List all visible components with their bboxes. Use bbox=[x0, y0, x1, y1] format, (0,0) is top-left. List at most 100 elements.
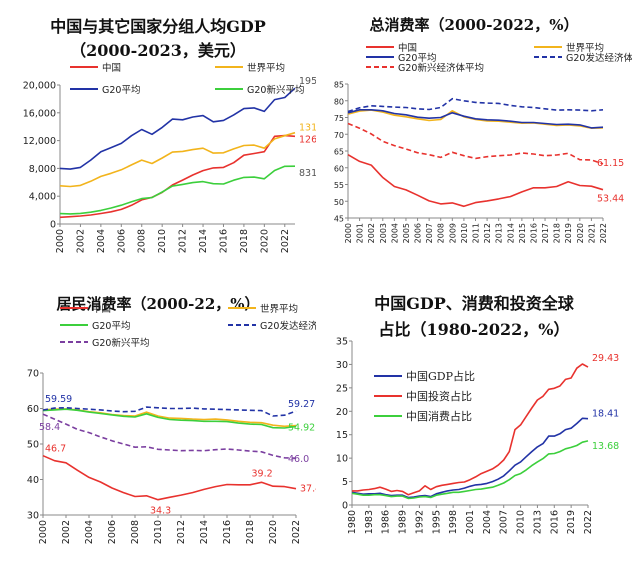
legend-item: G20平均 bbox=[70, 84, 140, 96]
y-tick-label: 16,000 bbox=[23, 108, 56, 119]
x-tick-label: 2018 bbox=[553, 223, 562, 243]
chart-title: 居民消费率（2000-22，%） bbox=[56, 295, 259, 313]
y-tick-label: 45 bbox=[334, 215, 344, 224]
series-line-3 bbox=[59, 165, 296, 215]
legend-label: 世界平均 bbox=[247, 62, 285, 74]
legend-item: 中国投资占比 bbox=[374, 389, 472, 403]
legend-item: 中国消费占比 bbox=[374, 409, 472, 423]
y-tick-label: 15 bbox=[336, 430, 348, 441]
legend-item: G20新兴平均 bbox=[215, 84, 304, 96]
y-tick-label: 20,000 bbox=[23, 81, 56, 92]
x-tick-label: 2016 bbox=[529, 223, 538, 243]
series-line-1 bbox=[59, 131, 296, 188]
x-tick-label: 2013 bbox=[532, 510, 543, 534]
series-line-0 bbox=[42, 454, 297, 501]
legend-label: 中国 bbox=[102, 62, 121, 74]
chart-panel-household-consumption: 居民消费率（2000-22，%） 30 40 50 60 70 2000 2002 2004 20… bbox=[0, 283, 346, 565]
y-tick-label: 60 bbox=[27, 404, 39, 415]
x-tick-label: 2000 bbox=[344, 223, 353, 243]
x-tick-label: 2003 bbox=[379, 223, 388, 243]
x-tick-label: 2019 bbox=[564, 223, 573, 243]
series-line-0 bbox=[59, 134, 296, 219]
x-tick-label: 2004 bbox=[96, 229, 107, 253]
x-tick-label: 2006 bbox=[116, 229, 127, 253]
series-line-3 bbox=[347, 97, 604, 113]
y-tick-label: 85 bbox=[334, 81, 344, 90]
y-tick-label: 55 bbox=[334, 181, 344, 190]
x-tick-label: 2011 bbox=[472, 223, 481, 243]
y-tick-label: 0 bbox=[50, 220, 56, 231]
legend-item: 中国 bbox=[70, 62, 121, 74]
x-tick-label: 2000 bbox=[38, 520, 49, 544]
chart-subtitle: （2000-2023，美元） bbox=[70, 41, 246, 60]
legend-item: G20发达经济体平均 bbox=[534, 52, 632, 64]
series-line-3 bbox=[42, 406, 297, 417]
x-tick-label: 2001 bbox=[465, 510, 476, 534]
x-tick-label: 1992 bbox=[414, 510, 425, 534]
y-tick-label: 70 bbox=[27, 369, 39, 380]
chart-title: 总消费率（2000-2022，%） bbox=[370, 16, 579, 34]
y-tick-label: 8,000 bbox=[29, 164, 56, 175]
x-tick-label: 2010 bbox=[460, 223, 469, 243]
x-tick-label: 1980 bbox=[347, 510, 358, 534]
x-tick-label: 2000 bbox=[55, 229, 66, 253]
legend-item: G20新兴经济体平均 bbox=[366, 62, 484, 74]
x-tick-label: 2004 bbox=[390, 223, 399, 243]
chart-panel-gdp-per-capita: 中国与其它国家分组人均GDP （2000-2023，美元） 0 4,000 8,000 1… bbox=[0, 0, 338, 283]
series-line-2 bbox=[347, 109, 604, 129]
legend-label: G20新兴平均 bbox=[92, 337, 149, 349]
series-end-label: 13.68 bbox=[592, 441, 619, 452]
legend-item: 世界平均 bbox=[228, 303, 298, 315]
series-end-label: 18.41 bbox=[592, 409, 619, 420]
legend-label: 世界平均 bbox=[260, 303, 298, 315]
legend-item: 中国GDP占比 bbox=[374, 369, 475, 383]
legend-label: 中国 bbox=[92, 303, 111, 315]
legend-item: G20平均 bbox=[366, 52, 436, 64]
legend-item: G20新兴平均 bbox=[60, 337, 149, 349]
legend-item: 中国 bbox=[60, 303, 111, 315]
x-tick-label: 2006 bbox=[107, 520, 118, 544]
x-tick-label: 2013 bbox=[495, 223, 504, 243]
legend-label: G20平均 bbox=[102, 84, 140, 96]
y-tick-label: 10 bbox=[336, 454, 348, 465]
series-end-label: 46.0 bbox=[288, 454, 309, 465]
chart-subtitle: 占比（1980-2022，%） bbox=[379, 320, 570, 339]
x-tick-label: 2016 bbox=[222, 520, 233, 544]
legend-item: 世界平均 bbox=[215, 62, 285, 74]
legend-item: G20平均 bbox=[60, 320, 130, 332]
legend-item: 中国 bbox=[366, 42, 417, 54]
x-tick-label: 2021 bbox=[587, 223, 596, 243]
series-end-label: 54.92 bbox=[288, 423, 315, 434]
y-tick-label: 0 bbox=[342, 501, 348, 512]
x-tick-label: 2008 bbox=[130, 520, 141, 544]
x-tick-label: 2022 bbox=[583, 510, 594, 534]
x-tick-label: 2017 bbox=[541, 223, 550, 243]
x-tick-label: 2001 bbox=[356, 223, 365, 243]
x-tick-label: 2020 bbox=[268, 520, 279, 544]
series-start-label: 59.59 bbox=[45, 394, 72, 405]
x-tick-label: 2010 bbox=[153, 520, 164, 544]
x-tick-label: 2012 bbox=[483, 223, 492, 243]
series-line-4 bbox=[42, 413, 297, 459]
x-tick-label: 2002 bbox=[75, 229, 86, 253]
series-end-label: 61.15 bbox=[597, 158, 624, 169]
series-line-2 bbox=[59, 87, 296, 170]
y-tick-label: 65 bbox=[334, 148, 344, 157]
x-tick-label: 1998 bbox=[448, 510, 459, 534]
series-line-4 bbox=[347, 122, 604, 165]
x-tick-label: 1989 bbox=[398, 510, 409, 534]
legend-label: G20平均 bbox=[398, 52, 436, 64]
x-tick-label: 2020 bbox=[259, 229, 270, 253]
series-start-label: 46.7 bbox=[45, 444, 66, 455]
chart-title: 中国与其它国家分组人均GDP bbox=[50, 17, 266, 36]
legend-label: G20新兴经济体平均 bbox=[398, 62, 484, 74]
y-tick-label: 80 bbox=[334, 97, 344, 106]
y-tick-label: 50 bbox=[27, 440, 39, 451]
x-tick-label: 2008 bbox=[137, 229, 148, 253]
y-tick-label: 5 bbox=[342, 477, 348, 488]
x-tick-label: 2005 bbox=[402, 223, 411, 243]
series-end-label: 8316.7 bbox=[299, 168, 332, 179]
